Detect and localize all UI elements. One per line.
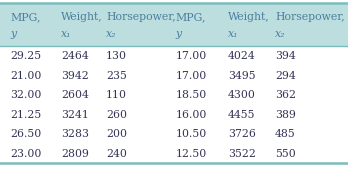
Text: 3942: 3942 [61,71,89,81]
Text: 389: 389 [275,110,296,120]
Text: 26.50: 26.50 [10,129,42,139]
Text: Horsepower,: Horsepower, [275,12,345,22]
Text: x₂: x₂ [106,29,117,39]
Text: 21.25: 21.25 [10,110,42,120]
Text: 485: 485 [275,129,296,139]
Text: 3726: 3726 [228,129,256,139]
Text: 240: 240 [106,149,127,159]
Text: 3495: 3495 [228,71,255,81]
Text: 394: 394 [275,51,296,61]
Text: 32.00: 32.00 [10,90,42,100]
Text: 10.50: 10.50 [176,129,207,139]
Text: 2464: 2464 [61,51,89,61]
Text: 130: 130 [106,51,127,61]
Text: 3522: 3522 [228,149,256,159]
Text: 4024: 4024 [228,51,256,61]
Text: 3241: 3241 [61,110,89,120]
Text: 16.00: 16.00 [176,110,207,120]
Text: 294: 294 [275,71,296,81]
Text: 17.00: 17.00 [176,71,207,81]
Text: Weight,: Weight, [228,12,270,22]
Text: 2604: 2604 [61,90,89,100]
Text: 29.25: 29.25 [10,51,41,61]
Text: 3283: 3283 [61,129,89,139]
Text: 23.00: 23.00 [10,149,42,159]
Text: Horsepower,: Horsepower, [106,12,176,22]
Bar [0,3,348,46]
Text: 17.00: 17.00 [176,51,207,61]
Text: 110: 110 [106,90,127,100]
Text: 2809: 2809 [61,149,89,159]
Text: 18.50: 18.50 [176,90,207,100]
Text: 4455: 4455 [228,110,255,120]
Text: 550: 550 [275,149,296,159]
Text: 235: 235 [106,71,127,81]
Text: x₂: x₂ [275,29,285,39]
Text: 21.00: 21.00 [10,71,42,81]
Text: x₁: x₁ [61,29,71,39]
Text: MPG,: MPG, [10,12,41,22]
Text: 200: 200 [106,129,127,139]
Text: MPG,: MPG, [176,12,206,22]
Text: y: y [10,29,17,39]
Text: x₁: x₁ [228,29,238,39]
Text: 4300: 4300 [228,90,256,100]
Text: 260: 260 [106,110,127,120]
Text: 362: 362 [275,90,296,100]
Text: Weight,: Weight, [61,12,103,22]
Text: y: y [176,29,182,39]
Text: 12.50: 12.50 [176,149,207,159]
